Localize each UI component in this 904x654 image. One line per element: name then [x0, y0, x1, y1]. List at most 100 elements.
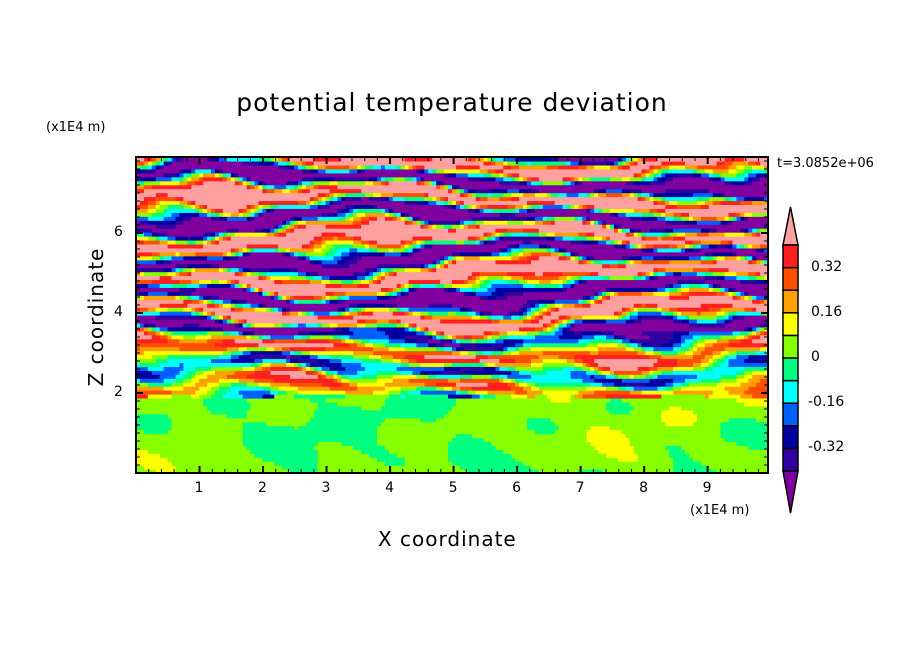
heatmap-cell [400, 461, 406, 466]
heatmap-cell [728, 378, 734, 383]
heatmap-cell [333, 453, 339, 458]
heatmap-cell [376, 390, 382, 395]
heatmap-cell [222, 421, 228, 427]
heatmap-cell [720, 433, 726, 439]
heatmap-cell [321, 417, 327, 423]
heatmap-cell [554, 465, 560, 470]
heatmap-cell [728, 374, 734, 379]
heatmap-cell [716, 445, 722, 450]
heatmap-cell [448, 378, 453, 383]
heatmap-cell [199, 409, 204, 415]
heatmap-cell [720, 457, 726, 462]
heatmap-cell [270, 429, 275, 435]
heatmap-cell [712, 429, 718, 435]
heatmap-cell [562, 461, 568, 466]
heatmap-cell [163, 370, 169, 375]
heatmap-cell [704, 421, 710, 427]
heatmap-cell [617, 350, 623, 356]
heatmap-cell [657, 350, 662, 356]
heatmap-cell [483, 374, 489, 379]
heatmap-cell [357, 405, 362, 411]
heatmap-cell [294, 401, 299, 407]
heatmap-cell [475, 421, 481, 427]
heatmap-cell [329, 401, 335, 407]
heatmap-cell [258, 346, 263, 352]
heatmap-cell [436, 461, 441, 466]
heatmap-cell [151, 413, 157, 419]
heatmap-cell [586, 405, 591, 411]
heatmap-cell [258, 433, 263, 439]
heatmap-cell [625, 386, 631, 391]
heatmap-cell [764, 441, 769, 446]
heatmap-cell [744, 405, 749, 411]
heatmap-cell [424, 457, 429, 462]
heatmap-cell [357, 441, 362, 446]
heatmap-cell [357, 433, 362, 439]
heatmap-cell [147, 425, 153, 431]
heatmap-cell [242, 421, 248, 427]
heatmap-cell [404, 378, 410, 383]
heatmap-cell [262, 409, 267, 415]
heatmap-cell [495, 397, 500, 403]
heatmap-cell [645, 429, 651, 435]
heatmap-cell [373, 354, 378, 360]
heatmap-cell [179, 378, 184, 383]
heatmap-cell [578, 390, 583, 395]
heatmap-cell [531, 362, 536, 367]
heatmap-cell [621, 390, 627, 395]
heatmap-cell [270, 401, 275, 407]
heatmap-cell [286, 374, 291, 379]
heatmap-cell [554, 350, 560, 356]
heatmap-cell [633, 401, 639, 407]
heatmap-cell [523, 461, 528, 466]
heatmap-cell [740, 366, 745, 371]
heatmap-cell [673, 437, 678, 442]
heatmap-cell [341, 457, 346, 462]
heatmap-cell [361, 366, 366, 371]
heatmap-cell [258, 457, 263, 462]
heatmap-cell [365, 449, 370, 454]
heatmap-cell [696, 429, 702, 435]
heatmap-cell [570, 394, 576, 399]
heatmap-cell [191, 354, 196, 360]
heatmap-cell [290, 409, 295, 415]
heatmap-cell [380, 394, 386, 399]
heatmap-cell [341, 358, 346, 363]
heatmap-cell [163, 405, 169, 411]
heatmap-cell [598, 386, 603, 391]
heatmap-cell [432, 429, 437, 435]
heatmap-cell [191, 386, 196, 391]
heatmap-cell [558, 401, 564, 407]
heatmap-cell [436, 358, 441, 363]
heatmap-cell [760, 457, 765, 462]
heatmap-cell [594, 362, 599, 367]
heatmap-cell [748, 394, 753, 399]
heatmap-cell [274, 378, 279, 383]
heatmap-cell [554, 362, 560, 367]
heatmap-cell [333, 421, 339, 427]
heatmap-cell [321, 453, 327, 458]
heatmap-cell [578, 417, 583, 423]
heatmap-cell [163, 437, 169, 442]
heatmap-cell [242, 354, 248, 360]
heatmap-cell [317, 362, 323, 367]
heatmap-cell [479, 425, 485, 431]
heatmap-cell [483, 382, 489, 387]
heatmap-cell [305, 425, 311, 431]
heatmap-cell [199, 401, 204, 407]
heatmap-cell [254, 382, 260, 387]
heatmap-cell [313, 370, 319, 375]
heatmap-cell [708, 370, 714, 375]
heatmap-cell [744, 433, 749, 439]
heatmap-cell [665, 386, 670, 391]
heatmap-cell [380, 449, 386, 454]
heatmap-cell [321, 366, 327, 371]
heatmap-cell [155, 409, 161, 415]
heatmap-cell [337, 366, 342, 371]
heatmap-cell [728, 382, 734, 387]
heatmap-cell [732, 453, 737, 458]
heatmap-cell [558, 413, 564, 419]
heatmap-cell [183, 390, 188, 395]
heatmap-cell [463, 405, 469, 411]
heatmap-cell [570, 437, 576, 442]
